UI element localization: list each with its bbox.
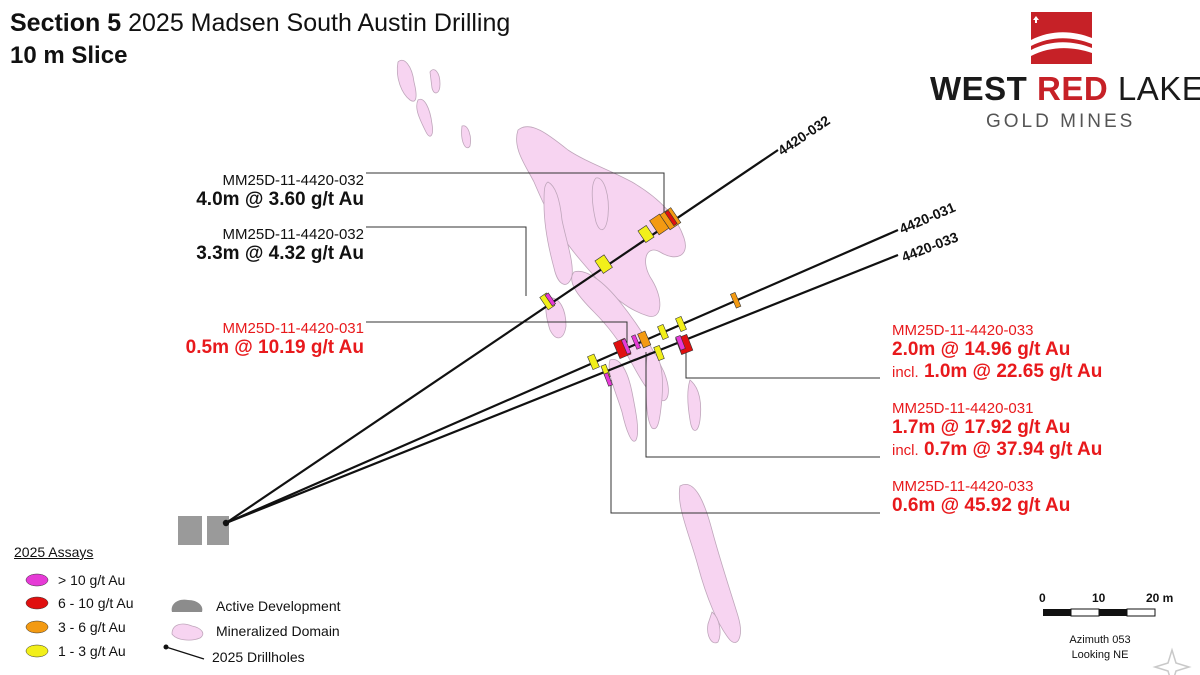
drillhole-trace-4420-032 <box>225 149 779 524</box>
drillhole-legend-icon <box>165 646 205 660</box>
drillhole-trace-4420-033 <box>225 253 899 525</box>
leader-line <box>685 351 880 379</box>
leader-line <box>645 352 880 458</box>
legend-swatch <box>25 620 49 634</box>
callout-hole: MM25D-11-4420-033 <box>892 322 1034 339</box>
logo-word-red: RED <box>1037 70 1109 107</box>
logo-word-west: WEST <box>930 70 1028 107</box>
assay-interval <box>637 224 655 244</box>
domain-shape <box>429 69 441 94</box>
scale-tick-10: 10 <box>1092 591 1106 605</box>
domain-shape <box>687 379 702 431</box>
callout-hole: MM25D-11-4420-031 <box>892 400 1034 417</box>
legend-assay-label: 6 - 10 g/t Au <box>58 595 134 611</box>
assay-interval <box>664 209 678 227</box>
callout-1: MM25D-11-4420-032 4.0m @ 3.60 g/t Au <box>196 172 364 211</box>
legend-swatch <box>25 573 49 587</box>
legend-assay-label: > 10 g/t Au <box>58 572 126 588</box>
assay-interval <box>730 291 742 309</box>
legend-swatch <box>25 596 49 610</box>
title-bold: Section 5 <box>10 9 122 37</box>
assay-interval <box>631 334 641 350</box>
callout-5: MM25D-11-4420-031 1.7m @ 17.92 g/t Au in… <box>892 400 1102 461</box>
callout-incl-value: 1.0m @ 22.65 g/t Au <box>923 361 1103 383</box>
legend-assay-label: 1 - 3 g/t Au <box>58 643 126 659</box>
mineralized-domains <box>396 59 741 644</box>
domain-shape <box>608 359 639 442</box>
domain-shape <box>678 484 741 643</box>
callout-4: MM25D-11-4420-033 2.0m @ 14.96 g/t Au in… <box>892 322 1102 383</box>
logo-word-lake: LAKE <box>1117 70 1200 107</box>
callout-3: MM25D-11-4420-031 0.5m @ 10.19 g/t Au <box>186 320 364 359</box>
scale-azimuth: Azimuth 053 <box>1069 634 1131 646</box>
assay-interval <box>594 254 613 274</box>
assay-interval <box>544 292 556 307</box>
assay-interval <box>675 335 686 351</box>
leader-line <box>366 321 628 343</box>
domain-shape <box>461 125 471 149</box>
callout-value: 0.6m @ 45.92 g/t Au <box>892 495 1071 517</box>
legend-swatch <box>25 644 49 658</box>
compass-star-icon <box>1152 647 1192 675</box>
callout-hole: MM25D-11-4420-031 <box>222 320 364 337</box>
callout-hole: MM25D-11-4420-033 <box>892 478 1034 495</box>
callout-value: 2.0m @ 14.96 g/t Au <box>892 339 1071 361</box>
leader-line <box>366 226 527 296</box>
callout-value: 1.7m @ 17.92 g/t Au <box>892 417 1071 439</box>
page-title: Section 5 2025 Madsen South Austin Drill… <box>10 8 510 38</box>
active-development <box>178 516 229 545</box>
callout-hole: MM25D-11-4420-032 <box>222 226 364 243</box>
active-development-icon <box>171 599 203 612</box>
domain-shape <box>707 611 721 644</box>
logo-wordmark: WEST RED LAKE <box>930 70 1200 108</box>
assay-interval <box>653 345 665 361</box>
mineralized-domain-icon <box>171 623 204 641</box>
scale-tick-0: 0 <box>1039 591 1046 605</box>
callout-incl-prefix: incl. <box>892 442 919 460</box>
callout-6: MM25D-11-4420-033 0.6m @ 45.92 g/t Au <box>892 478 1070 517</box>
domain-shape <box>543 181 573 285</box>
drillhole-trace-4420-031 <box>225 228 899 525</box>
leader-line <box>366 172 665 214</box>
domain-shape <box>591 177 609 230</box>
assay-interval <box>637 330 652 349</box>
drillhole-collar <box>222 519 230 527</box>
callout-leaders <box>366 172 880 514</box>
domain-shape <box>396 59 417 102</box>
callout-2: MM25D-11-4420-032 3.3m @ 4.32 g/t Au <box>196 226 364 265</box>
legend-active-development: Active Development <box>216 598 341 614</box>
assay-interval <box>621 338 632 355</box>
west-red-lake-logo-mark <box>1031 12 1092 64</box>
callout-value: 4.0m @ 3.60 g/t Au <box>196 189 364 211</box>
assay-intervals <box>539 207 742 387</box>
domain-shape <box>645 351 663 430</box>
page-subtitle: 10 m Slice <box>10 42 128 69</box>
leader-line <box>610 380 880 514</box>
logo-subtitle: GOLD MINES <box>986 111 1136 132</box>
drillhole-label: 4420-032 <box>775 112 833 158</box>
scale-looking: Looking NE <box>1071 649 1129 661</box>
scale-tick-20: 20 m <box>1146 591 1174 605</box>
domain-shape <box>416 98 433 137</box>
callout-value: 3.3m @ 4.32 g/t Au <box>196 243 364 265</box>
callout-value: 0.5m @ 10.19 g/t Au <box>185 337 364 359</box>
assay-interval <box>587 353 600 371</box>
legend-drillholes: 2025 Drillholes <box>212 649 305 665</box>
legend-assay-label: 3 - 6 g/t Au <box>58 619 126 635</box>
callout-hole: MM25D-11-4420-032 <box>222 172 364 189</box>
drillhole-labels: 4420-032 4420-031 4420-033 <box>775 112 961 265</box>
callout-incl-prefix: incl. <box>892 364 919 382</box>
assay-interval <box>603 372 613 387</box>
assay-interval <box>675 315 687 333</box>
legend-title: 2025 Assays <box>14 544 94 560</box>
drillholes <box>225 149 899 525</box>
legend-symbols <box>25 573 205 660</box>
legend-mineralized-domain: Mineralized Domain <box>216 623 340 639</box>
scale-bar <box>1043 608 1156 617</box>
assay-interval <box>657 323 669 341</box>
callout-incl-value: 0.7m @ 37.94 g/t Au <box>923 439 1103 461</box>
title-rest: 2025 Madsen South Austin Drilling <box>128 9 511 37</box>
